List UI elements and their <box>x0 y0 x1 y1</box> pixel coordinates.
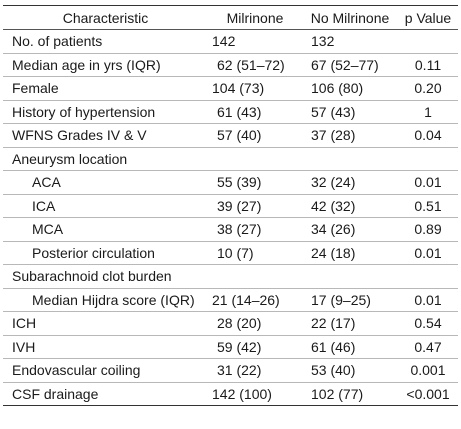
no-milrinone-value: 37 (28) <box>311 127 356 144</box>
p-value: 0.89 <box>414 221 442 238</box>
table-row: MCA 38 (27) 34 (26) 0.89 <box>3 218 458 241</box>
row-label: WFNS Grades IV & V <box>12 127 147 144</box>
table-header-row: Characteristic Milrinone No Milrinone p … <box>3 5 458 30</box>
table-row: Posterior circulation 10 (7) 24 (18) 0.0… <box>3 241 458 265</box>
table-row: Subarachnoid clot burden <box>3 265 458 289</box>
p-value <box>398 147 458 171</box>
p-value: 0.47 <box>414 338 442 355</box>
no-milrinone-value <box>302 265 398 289</box>
milrinone-value <box>208 147 302 171</box>
p-value: 0.11 <box>414 56 442 73</box>
no-milrinone-value: 22 (17) <box>311 315 356 332</box>
table-row: WFNS Grades IV & V 57 (40) 37 (28) 0.04 <box>3 124 458 147</box>
no-milrinone-value: 61 (46) <box>311 338 356 355</box>
row-label: Median age in yrs (IQR) <box>12 56 161 73</box>
row-label: Endovascular coiling <box>12 362 141 379</box>
table-row: Median Hijdra score (IQR) 21 (14–26) 17 … <box>3 288 458 312</box>
table-row: IVH 59 (42) 61 (46) 0.47 <box>3 335 458 359</box>
p-value: 1 <box>424 103 432 120</box>
row-label: ACA <box>32 174 61 191</box>
row-label: ICH <box>12 315 37 332</box>
table-row: ICH 28 (20) 22 (17) 0.54 <box>3 312 458 335</box>
row-label: Subarachnoid clot burden <box>12 268 172 285</box>
milrinone-value: 39 (27) <box>217 197 262 214</box>
characteristics-table-container: Characteristic Milrinone No Milrinone p … <box>3 5 458 406</box>
row-label: MCA <box>32 221 64 238</box>
table-row: Female 104 (73) 106 (80) 0.20 <box>3 77 458 100</box>
p-value: 0.01 <box>414 174 442 191</box>
milrinone-value <box>208 265 302 289</box>
row-label: Female <box>12 80 59 97</box>
table-row: Median age in yrs (IQR) 62 (51–72) 67 (5… <box>3 53 458 77</box>
table-row: ACA 55 (39) 32 (24) 0.01 <box>3 171 458 194</box>
p-value: 0.20 <box>414 80 442 97</box>
milrinone-value: 21 (14–26) <box>212 291 280 308</box>
milrinone-value: 142 (100) <box>212 385 272 402</box>
header-p-value: p Value <box>404 9 452 26</box>
milrinone-value: 10 (7) <box>217 244 254 261</box>
table-row: Endovascular coiling 31 (22) 53 (40) 0.0… <box>3 359 458 382</box>
no-milrinone-value <box>302 147 398 171</box>
row-label: Aneurysm location <box>12 150 128 167</box>
row-label: IVH <box>12 338 36 355</box>
milrinone-value: 59 (42) <box>217 338 262 355</box>
milrinone-value: 104 (73) <box>212 80 265 97</box>
row-label: No. of patients <box>12 33 103 50</box>
no-milrinone-value: 42 (32) <box>311 197 356 214</box>
table-row: CSF drainage 142 (100) 102 (77) <0.001 <box>3 382 458 406</box>
milrinone-value: 31 (22) <box>217 362 262 379</box>
no-milrinone-value: 102 (77) <box>311 385 364 402</box>
milrinone-value: 61 (43) <box>217 103 262 120</box>
table-row: History of hypertension 61 (43) 57 (43) … <box>3 100 458 124</box>
p-value: 0.001 <box>410 362 446 379</box>
no-milrinone-value: 24 (18) <box>311 244 356 261</box>
no-milrinone-value: 67 (52–77) <box>311 56 379 73</box>
milrinone-value: 62 (51–72) <box>217 56 285 73</box>
milrinone-value: 38 (27) <box>217 221 262 238</box>
p-value <box>398 30 458 54</box>
p-value: 0.04 <box>414 127 442 144</box>
header-characteristic: Characteristic <box>62 9 149 26</box>
p-value: <0.001 <box>406 385 450 402</box>
table-row: No. of patients 142 132 <box>3 30 458 54</box>
no-milrinone-value: 57 (43) <box>311 103 356 120</box>
no-milrinone-value: 34 (26) <box>311 221 356 238</box>
row-label: Median Hijdra score (IQR) <box>32 291 195 308</box>
p-value: 0.51 <box>414 197 442 214</box>
table-row: Aneurysm location <box>3 147 458 171</box>
milrinone-value: 142 <box>212 33 236 50</box>
milrinone-value: 55 (39) <box>217 174 262 191</box>
p-value: 0.54 <box>414 315 442 332</box>
no-milrinone-value: 53 (40) <box>311 362 356 379</box>
characteristics-table: Characteristic Milrinone No Milrinone p … <box>3 5 458 406</box>
header-no-milrinone: No Milrinone <box>310 9 390 26</box>
no-milrinone-value: 106 (80) <box>311 80 364 97</box>
milrinone-value: 28 (20) <box>217 315 262 332</box>
row-label: Posterior circulation <box>32 244 155 261</box>
p-value <box>398 265 458 289</box>
no-milrinone-value: 132 <box>311 33 335 50</box>
milrinone-value: 57 (40) <box>217 127 262 144</box>
p-value: 0.01 <box>414 244 442 261</box>
row-label: ICA <box>32 197 56 214</box>
row-label: CSF drainage <box>12 385 99 402</box>
header-milrinone: Milrinone <box>226 9 284 26</box>
row-label: History of hypertension <box>12 103 156 120</box>
no-milrinone-value: 17 (9–25) <box>311 291 371 308</box>
p-value: 0.01 <box>414 291 442 308</box>
no-milrinone-value: 32 (24) <box>311 174 356 191</box>
table-row: ICA 39 (27) 42 (32) 0.51 <box>3 194 458 218</box>
